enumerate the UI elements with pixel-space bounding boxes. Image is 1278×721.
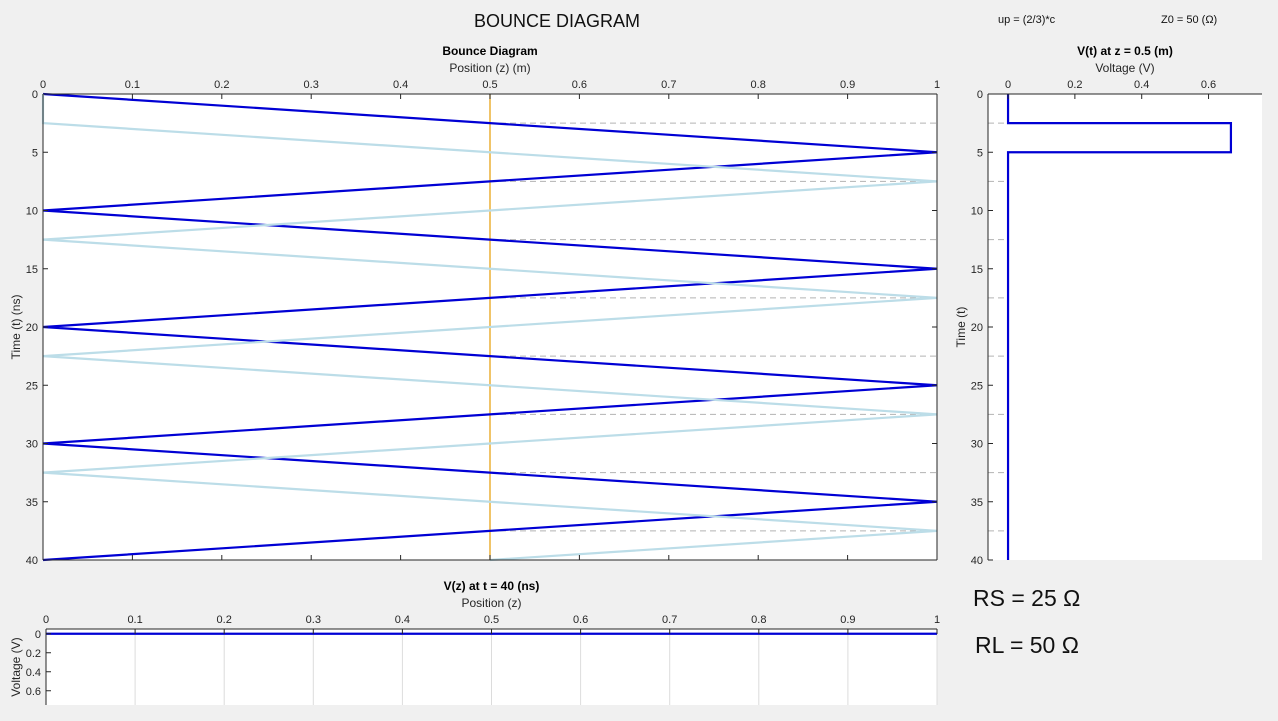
x-tick-label: 0.8 <box>751 79 766 91</box>
x-tick-label: 1 <box>934 79 940 91</box>
x-axis-label: Voltage (V) <box>1095 61 1154 75</box>
x-tick-label: 0.3 <box>304 79 319 91</box>
y-tick-label: 20 <box>26 322 38 334</box>
x-tick-label: 0.7 <box>662 614 677 626</box>
characteristic-impedance-label: Z0 = 50 (Ω) <box>1161 14 1218 26</box>
y-tick-label: 20 <box>971 322 983 334</box>
x-tick-label: 0.7 <box>661 79 676 91</box>
y-axis-label: Time (t) <box>954 307 968 348</box>
y-tick-label: 10 <box>26 206 38 218</box>
y-tick-label: 0.6 <box>26 686 41 698</box>
y-tick-label: 15 <box>971 264 983 276</box>
x-tick-label: 0.9 <box>840 614 855 626</box>
x-tick-label: 0 <box>40 79 46 91</box>
chart-title: V(z) at t = 40 (ns) <box>444 579 540 593</box>
y-tick-label: 5 <box>32 147 38 159</box>
chart-title: V(t) at z = 0.5 (m) <box>1077 44 1173 58</box>
x-tick-label: 0.8 <box>751 614 766 626</box>
y-tick-label: 40 <box>26 555 38 567</box>
x-tick-label: 0 <box>1005 79 1011 91</box>
y-tick-label: 25 <box>26 380 38 392</box>
y-tick-label: 5 <box>977 147 983 159</box>
app-title: BOUNCE DIAGRAM <box>474 11 641 31</box>
x-tick-label: 0.6 <box>572 79 587 91</box>
x-tick-label: 0.4 <box>395 614 410 626</box>
y-tick-label: 35 <box>971 497 983 509</box>
load-resistance-label: RL = 50 Ω <box>975 632 1079 658</box>
x-tick-label: 0.2 <box>214 79 229 91</box>
x-tick-label: 0.1 <box>127 614 142 626</box>
x-tick-label: 0.1 <box>125 79 140 91</box>
y-tick-label: 25 <box>971 380 983 392</box>
y-axis-label: Voltage (V) <box>9 637 23 696</box>
x-tick-label: 0 <box>43 614 49 626</box>
y-tick-label: 30 <box>971 439 983 451</box>
x-axis-label: Position (z) <box>461 596 521 610</box>
x-tick-label: 0.3 <box>306 614 321 626</box>
y-tick-label: 0.4 <box>26 667 41 679</box>
y-tick-label: 0 <box>35 629 41 641</box>
plot-area-1 <box>988 94 1262 560</box>
source-resistance-label: RS = 25 Ω <box>973 585 1081 611</box>
propagation-velocity-label: up = (2/3)*c <box>998 14 1056 26</box>
series-line-voltage <box>1006 94 1233 560</box>
y-tick-label: 15 <box>26 264 38 276</box>
x-tick-label: 0.2 <box>217 614 232 626</box>
chart-title: Bounce Diagram <box>442 44 537 58</box>
x-tick-label: 0.5 <box>484 614 499 626</box>
y-tick-label: 40 <box>971 555 983 567</box>
x-tick-label: 0.5 <box>482 79 497 91</box>
x-tick-label: 0.9 <box>840 79 855 91</box>
x-axis-label: Position (z) (m) <box>449 61 530 75</box>
series-line-light <box>41 94 938 562</box>
x-tick-label: 0.6 <box>573 614 588 626</box>
x-tick-label: 0.4 <box>1134 79 1149 91</box>
y-tick-label: 30 <box>26 439 38 451</box>
y-tick-label: 0 <box>977 89 983 101</box>
y-tick-label: 10 <box>971 206 983 218</box>
y-tick-label: 35 <box>26 497 38 509</box>
x-tick-label: 0.2 <box>1067 79 1082 91</box>
x-tick-label: 0.6 <box>1201 79 1216 91</box>
x-tick-label: 0.4 <box>393 79 408 91</box>
y-axis-label: Time (t) (ns) <box>9 295 23 360</box>
y-tick-label: 0 <box>32 89 38 101</box>
x-tick-label: 1 <box>934 614 940 626</box>
y-tick-label: 0.2 <box>26 648 41 660</box>
